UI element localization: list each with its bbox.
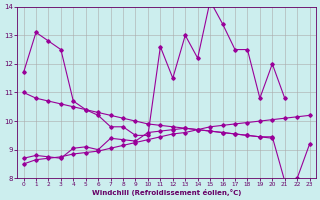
X-axis label: Windchill (Refroidissement éolien,°C): Windchill (Refroidissement éolien,°C)	[92, 189, 241, 196]
